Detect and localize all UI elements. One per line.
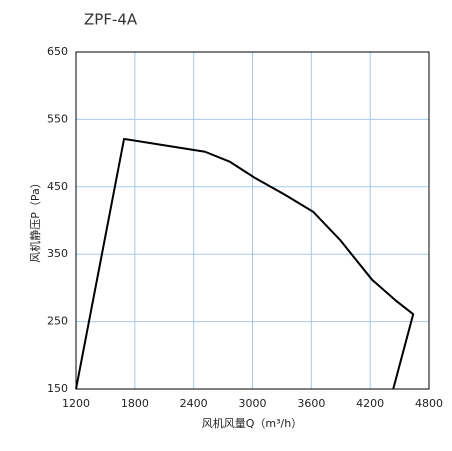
x-tick-label: 4800 [415, 397, 443, 410]
y-tick-label: 450 [47, 180, 68, 193]
x-tick-label: 3600 [297, 397, 325, 410]
x-tick-label: 1800 [121, 397, 149, 410]
x-tick-label: 2400 [180, 397, 208, 410]
y-tick-label: 650 [47, 45, 68, 58]
plot-frame [75, 51, 430, 390]
y-axis-label: 风机静压P（Pa） [28, 177, 42, 263]
x-tick-label: 1200 [62, 397, 90, 410]
x-tick-label: 4200 [356, 397, 384, 410]
data-line [75, 137, 415, 390]
x-tick-label: 3000 [239, 397, 267, 410]
y-tick-label: 550 [47, 112, 68, 125]
chart-title: ZPF-4A [84, 11, 138, 29]
y-tick-label: 150 [47, 382, 68, 395]
x-axis-label: 风机风量Q（m³/h） [202, 416, 302, 430]
y-tick-label: 350 [47, 247, 68, 260]
y-tick-label: 250 [47, 315, 68, 328]
